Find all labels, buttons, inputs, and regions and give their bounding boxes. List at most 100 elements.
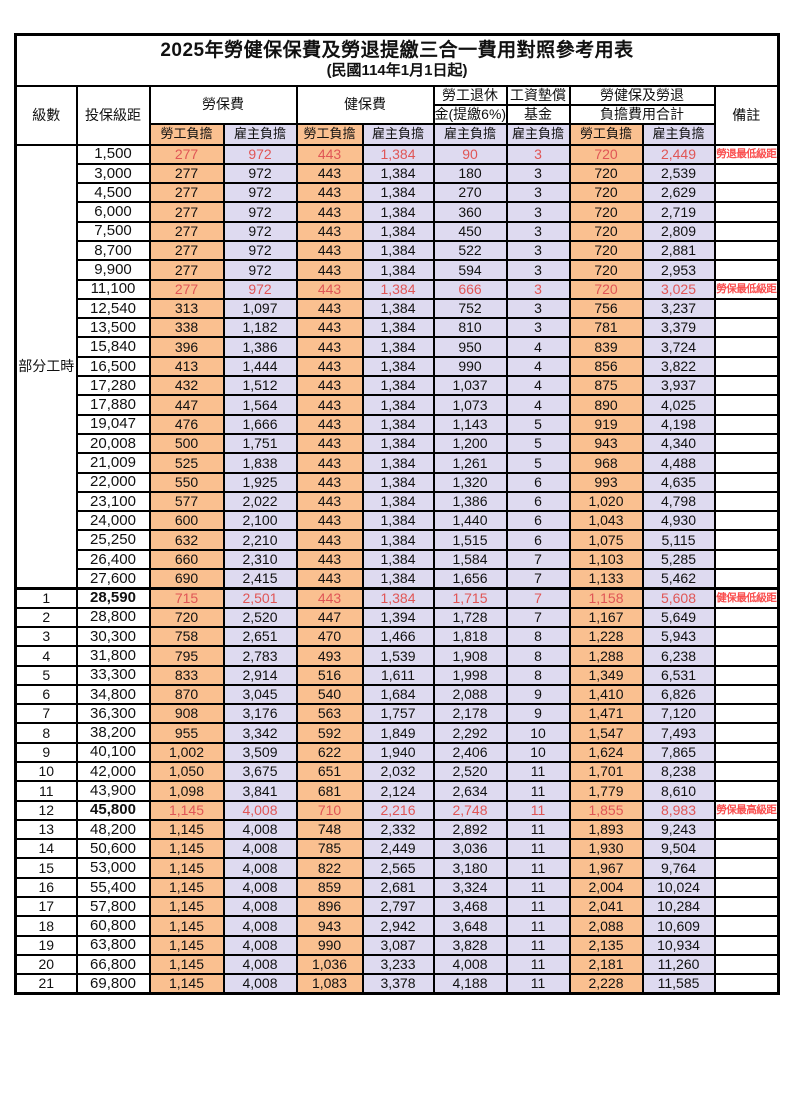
bracket-cell: 13,500 xyxy=(75,317,151,339)
total-employee-cell: 856 xyxy=(568,355,644,378)
pension-employer-cell: 3,468 xyxy=(432,896,508,918)
total-employer-cell: 4,798 xyxy=(641,490,716,513)
labor-employee-cell: 870 xyxy=(148,683,225,706)
health-employer-cell: 2,332 xyxy=(361,818,435,841)
remark-cell: 勞保最高級距 xyxy=(713,799,780,821)
health-employee-cell: 443 xyxy=(295,548,364,571)
remark-cell xyxy=(713,490,780,513)
health-employer-cell: 1,384 xyxy=(361,586,435,609)
labor-employer-cell: 972 xyxy=(222,239,298,262)
subheader-health-employer: 雇主負擔 xyxy=(361,122,435,146)
labor-employer-cell: 3,841 xyxy=(222,780,298,802)
bracket-cell: 30,300 xyxy=(75,625,151,648)
remark-cell xyxy=(713,780,780,802)
total-employer-cell: 10,934 xyxy=(641,934,716,956)
page-title: 2025年勞健保保費及勞退提繳三合一費用對照參考用表 xyxy=(160,40,634,62)
total-employer-cell: 4,930 xyxy=(641,510,716,532)
col-header-total-line1: 勞健保及勞退 xyxy=(568,84,716,106)
group-label-part-time: 部分工時 xyxy=(14,143,78,590)
level-cell: 16 xyxy=(14,876,78,899)
pension-employer-cell: 270 xyxy=(432,182,508,204)
total-employer-cell: 6,826 xyxy=(641,683,716,706)
remark-cell: 健保最低級距 xyxy=(713,586,780,609)
labor-employer-cell: 1,564 xyxy=(222,394,298,416)
arrears-employer-cell: 7 xyxy=(505,548,571,571)
table-row: 8 38,200 955 3,342 592 1,849 2,292 10 1,547 7,493 xyxy=(14,722,780,744)
total-employee-cell: 781 xyxy=(568,317,644,339)
arrears-employer-cell: 11 xyxy=(505,973,571,995)
level-cell: 15 xyxy=(14,857,78,879)
total-employee-cell: 2,228 xyxy=(568,973,644,995)
table-row: 11,100 277 972 443 1,384 666 3 720 3,025 勞保最低級距 xyxy=(16,278,780,300)
bracket-cell: 43,900 xyxy=(75,780,151,802)
health-employee-cell: 443 xyxy=(295,317,364,339)
health-employer-cell: 1,384 xyxy=(361,394,435,416)
pension-employer-cell: 450 xyxy=(432,220,508,242)
labor-employee-cell: 277 xyxy=(148,143,225,165)
total-employee-cell: 720 xyxy=(568,278,644,300)
arrears-employer-cell: 11 xyxy=(505,780,571,802)
arrears-employer-cell: 6 xyxy=(505,529,571,551)
labor-employee-cell: 550 xyxy=(148,471,225,493)
health-employee-cell: 1,036 xyxy=(295,953,364,976)
bracket-cell: 63,800 xyxy=(75,934,151,956)
pension-employer-cell: 2,088 xyxy=(432,683,508,706)
remark-cell xyxy=(713,336,780,358)
health-employee-cell: 622 xyxy=(295,741,364,764)
total-employee-cell: 1,349 xyxy=(568,664,644,686)
pension-employer-cell: 1,320 xyxy=(432,471,508,493)
health-employer-cell: 1,384 xyxy=(361,375,435,397)
bracket-cell: 38,200 xyxy=(75,722,151,744)
table-row: 20 66,800 1,145 4,008 1,036 3,233 4,008 11 2,181… xyxy=(14,953,780,976)
bracket-cell: 45,800 xyxy=(75,799,151,821)
arrears-employer-cell: 11 xyxy=(505,876,571,899)
health-employer-cell: 1,384 xyxy=(361,278,435,300)
total-employer-cell: 9,764 xyxy=(641,857,716,879)
health-employer-cell: 1,384 xyxy=(361,432,435,455)
remark-cell xyxy=(713,452,780,474)
level-cell: 12 xyxy=(14,799,78,821)
arrears-employer-cell: 3 xyxy=(505,259,571,281)
remark-cell xyxy=(713,432,780,455)
health-employer-cell: 2,565 xyxy=(361,857,435,879)
labor-employer-cell: 4,008 xyxy=(222,934,298,956)
total-employer-cell: 5,115 xyxy=(641,529,716,551)
level-cell: 13 xyxy=(14,818,78,841)
arrears-employer-cell: 8 xyxy=(505,664,571,686)
remark-cell xyxy=(713,182,780,204)
total-employee-cell: 1,167 xyxy=(568,606,644,628)
pension-employer-cell: 1,998 xyxy=(432,664,508,686)
total-employee-cell: 1,043 xyxy=(568,510,644,532)
remark-cell xyxy=(713,259,780,281)
bracket-cell: 26,400 xyxy=(75,548,151,571)
bracket-cell: 19,047 xyxy=(75,413,151,435)
labor-employer-cell: 3,342 xyxy=(222,722,298,744)
labor-employer-cell: 972 xyxy=(222,201,298,223)
total-employee-cell: 1,893 xyxy=(568,818,644,841)
pension-employer-cell: 2,178 xyxy=(432,703,508,725)
total-employer-cell: 2,881 xyxy=(641,239,716,262)
total-employee-cell: 1,701 xyxy=(568,760,644,783)
bracket-cell: 22,000 xyxy=(75,471,151,493)
pension-employer-cell: 2,634 xyxy=(432,780,508,802)
table-row: 25,250 632 2,210 443 1,384 1,515 6 1,075 5,115 xyxy=(16,529,780,551)
total-employee-cell: 2,181 xyxy=(568,953,644,976)
subheader-labor-employee: 勞工負擔 xyxy=(148,122,225,146)
level-cell: 10 xyxy=(14,760,78,783)
total-employee-cell: 1,158 xyxy=(568,586,644,609)
bracket-cell: 17,280 xyxy=(75,375,151,397)
arrears-employer-cell: 3 xyxy=(505,220,571,242)
labor-employee-cell: 758 xyxy=(148,625,225,648)
remark-cell xyxy=(713,375,780,397)
pension-employer-cell: 950 xyxy=(432,336,508,358)
pension-employer-cell: 1,200 xyxy=(432,432,508,455)
total-employer-cell: 9,243 xyxy=(641,818,716,841)
arrears-employer-cell: 11 xyxy=(505,896,571,918)
total-employee-cell: 919 xyxy=(568,413,644,435)
health-employer-cell: 1,384 xyxy=(361,529,435,551)
bracket-cell: 25,250 xyxy=(75,529,151,551)
pension-employer-cell: 2,892 xyxy=(432,818,508,841)
health-employee-cell: 443 xyxy=(295,162,364,185)
health-employer-cell: 1,384 xyxy=(361,143,435,165)
labor-employee-cell: 908 xyxy=(148,703,225,725)
